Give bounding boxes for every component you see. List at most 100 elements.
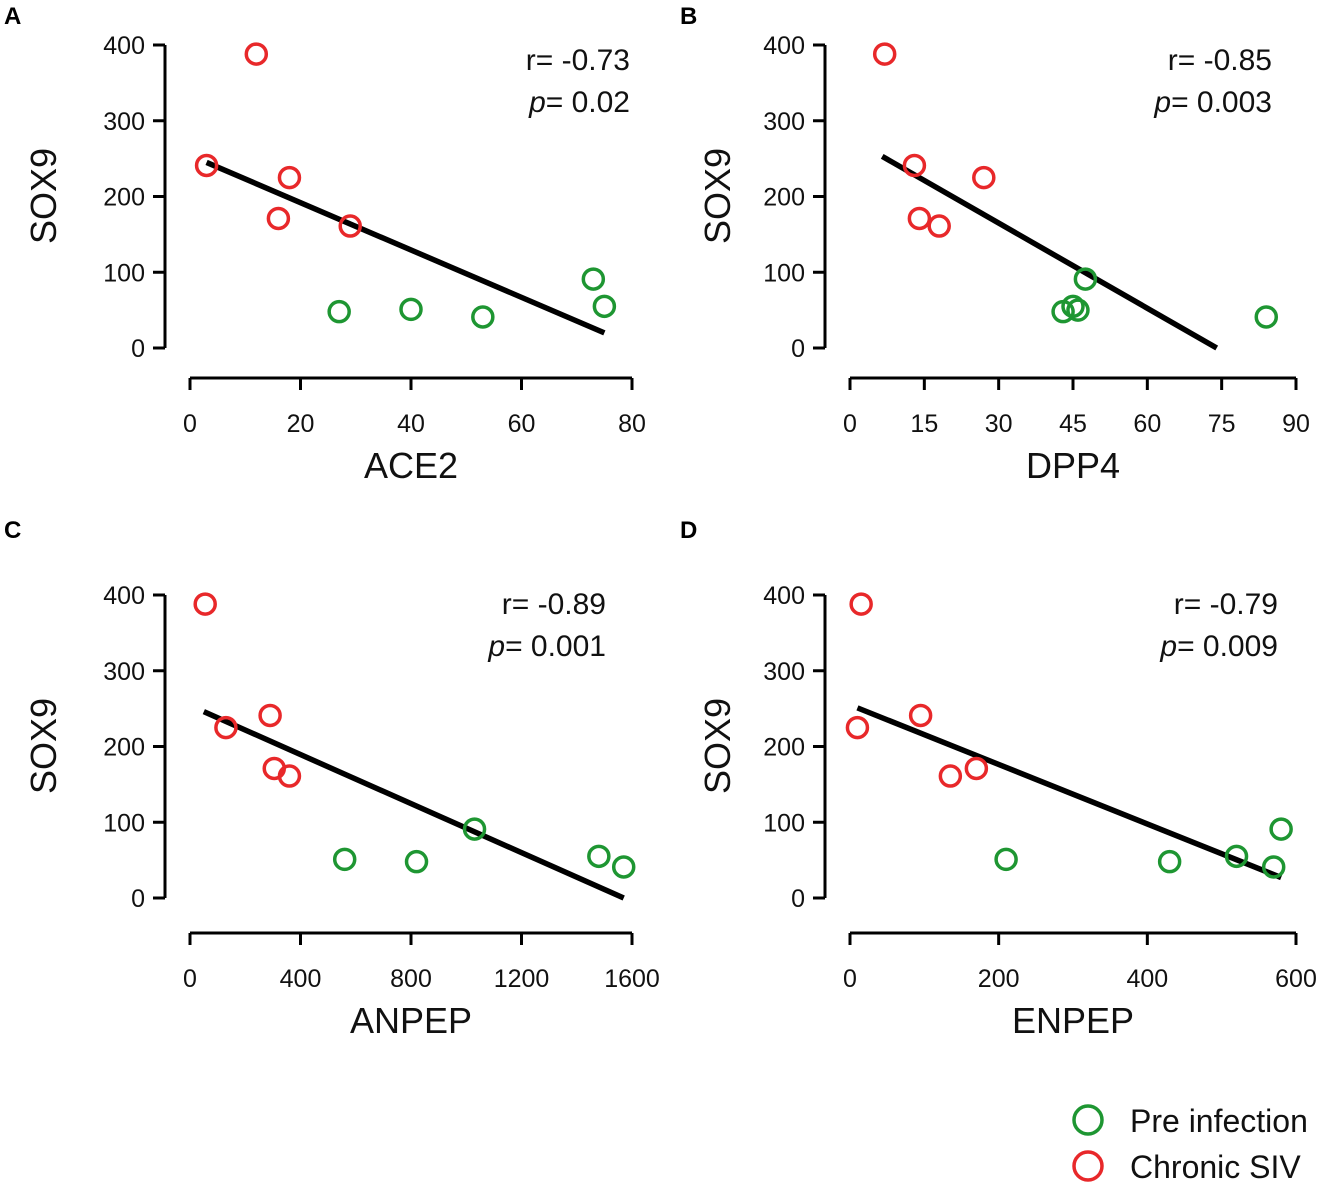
panel-d-x-tick-label: 600 bbox=[1275, 965, 1317, 993]
panel-a-point-pre-infection bbox=[592, 294, 617, 319]
panel-b-p-label: p bbox=[1153, 86, 1171, 119]
panel-a-y-tick-label: 200 bbox=[103, 184, 145, 212]
panel-b-y-tick-label: 0 bbox=[791, 335, 805, 363]
panel-c-point-chronic-siv bbox=[277, 764, 302, 788]
panel-b-r-value: r= -0.85 bbox=[1168, 44, 1272, 77]
panel-b-x-tick-label: 0 bbox=[843, 410, 857, 438]
panel-b-point-chronic-siv bbox=[902, 153, 927, 178]
panel-d-y-tick-label: 100 bbox=[763, 809, 805, 837]
legend-label-pre-infection: Pre infection bbox=[1130, 1103, 1308, 1139]
panel-c-y-tick-label: 0 bbox=[131, 885, 145, 913]
panel-c-point-chronic-siv bbox=[258, 703, 282, 728]
panel-a-p-label: p bbox=[528, 86, 546, 119]
panel-b-y-axis-title: SOX9 bbox=[697, 148, 738, 244]
panel-b-x-tick-label: 45 bbox=[1059, 410, 1087, 438]
legend: Pre infection Chronic SIV bbox=[1072, 1103, 1308, 1182]
panel-a-x-axis-title: ACE2 bbox=[364, 445, 458, 486]
panel-d-y-tick-label: 200 bbox=[763, 734, 805, 762]
panel-a-point-pre-infection bbox=[471, 305, 495, 329]
legend-label-chronic-siv: Chronic SIV bbox=[1130, 1149, 1301, 1182]
panel-c-p-value: p= 0.001 bbox=[487, 630, 606, 663]
legend-marker-pre-infection bbox=[1072, 1104, 1104, 1136]
panel-a-x-tick-label: 40 bbox=[397, 410, 425, 438]
panel-a-p-number: = 0.02 bbox=[546, 86, 630, 119]
panel-c-r-value: r= -0.89 bbox=[502, 588, 606, 621]
panel-a-x-tick-label: 80 bbox=[618, 410, 646, 438]
panel-c-y-tick-label: 300 bbox=[103, 658, 145, 686]
panel-c-letter: C bbox=[4, 517, 21, 544]
panel-a-point-chronic-siv bbox=[266, 206, 291, 231]
panel-c-x-tick-label: 0 bbox=[183, 965, 197, 993]
panel-c-point-pre-infection bbox=[332, 847, 357, 872]
panel-a-point-chronic-siv bbox=[277, 165, 302, 190]
panel-a-x-tick-label: 0 bbox=[183, 410, 197, 438]
panel-b-point-pre-infection bbox=[1066, 298, 1090, 322]
panel-c-point-pre-infection bbox=[611, 855, 636, 879]
panel-d-point-chronic-siv bbox=[964, 756, 989, 781]
panel-d-point-chronic-siv bbox=[845, 715, 870, 740]
panel-d-x-axis-title: ENPEP bbox=[1012, 1000, 1134, 1041]
panel-d-p-value: p= 0.009 bbox=[1159, 630, 1278, 663]
panel-b-x-tick-label: 90 bbox=[1282, 410, 1310, 438]
panel-d-r-value: r= -0.79 bbox=[1174, 588, 1278, 621]
panel-d-p-number: = 0.009 bbox=[1177, 630, 1278, 663]
panel-a-point-chronic-siv bbox=[194, 153, 219, 178]
panel-b-x-tick-label: 75 bbox=[1208, 410, 1236, 438]
panel-d-y-axis-title: SOX9 bbox=[697, 698, 738, 794]
panel-d-point-pre-infection bbox=[994, 847, 1018, 872]
legend-marker-chronic-siv bbox=[1072, 1150, 1104, 1182]
panel-b-y-tick-label: 100 bbox=[763, 259, 805, 287]
panel-a-point-pre-infection bbox=[399, 297, 423, 322]
panel-b-regression-line bbox=[880, 153, 1219, 351]
panel-c-y-axis-title: SOX9 bbox=[23, 698, 64, 794]
panel-c-x-axis-title: ANPEP bbox=[350, 1000, 472, 1041]
panel-b-x-axis-title: DPP4 bbox=[1026, 445, 1120, 486]
panel-d-regression-line bbox=[856, 705, 1283, 881]
panel-b-point-pre-infection bbox=[1073, 267, 1098, 291]
panel-c-regression-line bbox=[202, 709, 625, 901]
panel-c-x-tick-label: 400 bbox=[280, 965, 322, 993]
panel-a-point-pre-infection bbox=[327, 299, 351, 324]
panel-d-y-tick-label: 0 bbox=[791, 885, 805, 913]
panel-c-point-chronic-siv bbox=[193, 592, 217, 616]
panel-c-x-tick-label: 1200 bbox=[494, 965, 550, 993]
panel-d-letter: D bbox=[680, 517, 697, 544]
panel-d: D 0 100 200 300 400 0 200 400 600 ENPEP SOX9 r= -0.7… bbox=[680, 517, 1317, 1041]
panel-c-y-tick-label: 100 bbox=[103, 809, 145, 837]
panel-b-y-tick-label: 300 bbox=[763, 108, 805, 136]
panel-b-p-number: = 0.003 bbox=[1171, 86, 1272, 119]
panel-b-point-chronic-siv bbox=[872, 42, 897, 66]
panel-b-point-pre-infection bbox=[1254, 305, 1279, 329]
panel-c-point-pre-infection bbox=[587, 844, 611, 869]
panel-a-y-tick-label: 300 bbox=[103, 108, 145, 136]
panel-a-point-chronic-siv bbox=[244, 42, 269, 66]
panel-a-regression-line bbox=[205, 159, 606, 336]
panel-d-point-pre-infection bbox=[1224, 844, 1249, 869]
panel-c-p-label: p bbox=[487, 630, 505, 663]
panel-d-point-pre-infection bbox=[1261, 855, 1286, 879]
panel-d-y-tick-label: 400 bbox=[763, 582, 805, 610]
panel-d-point-chronic-siv bbox=[849, 592, 873, 616]
panel-a-x-tick-label: 20 bbox=[287, 410, 315, 438]
panel-b-point-pre-infection bbox=[1061, 294, 1085, 319]
panel-c-p-number: = 0.001 bbox=[505, 630, 606, 663]
panel-d-x-tick-label: 200 bbox=[978, 965, 1020, 993]
panel-d-point-chronic-siv bbox=[908, 703, 933, 728]
panel-b-point-chronic-siv bbox=[907, 206, 932, 231]
panel-a-p-value: p= 0.02 bbox=[528, 86, 630, 119]
panel-d-x-tick-label: 0 bbox=[843, 965, 857, 993]
panel-b-p-value: p= 0.003 bbox=[1153, 86, 1272, 119]
panel-c-x-tick-label: 800 bbox=[390, 965, 432, 993]
panel-a-r-value: r= -0.73 bbox=[526, 44, 630, 77]
panel-c-y-tick-label: 400 bbox=[103, 582, 145, 610]
panel-b-x-tick-label: 60 bbox=[1133, 410, 1161, 438]
panel-a-y-tick-label: 100 bbox=[103, 259, 145, 287]
panel-a-x-tick-label: 60 bbox=[508, 410, 536, 438]
panel-b: B 0 100 200 300 400 0 15 30 45 60 75 90 DPP4 SOX9 r= -0… bbox=[680, 3, 1310, 486]
panel-b-y-tick-label: 400 bbox=[763, 32, 805, 60]
panel-c-point-chronic-siv bbox=[214, 715, 238, 740]
panel-c-x-tick-label: 1600 bbox=[604, 965, 660, 993]
panel-b-point-chronic-siv bbox=[972, 165, 996, 190]
